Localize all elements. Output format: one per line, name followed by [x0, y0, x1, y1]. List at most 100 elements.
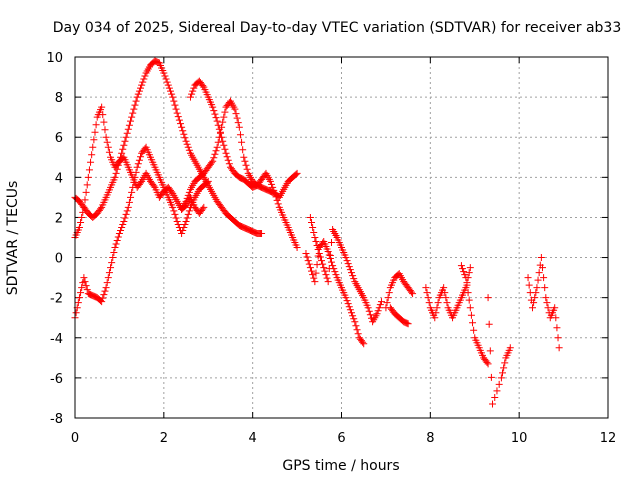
data-point — [89, 143, 97, 151]
data-point — [164, 81, 172, 89]
data-point — [213, 143, 221, 151]
data-point — [312, 269, 320, 277]
data-point — [268, 180, 276, 188]
data-point — [353, 326, 361, 334]
data-point — [184, 143, 192, 151]
data-point — [210, 154, 218, 162]
data-point — [346, 306, 354, 314]
x-tick-label: 2 — [160, 431, 168, 446]
data-point — [199, 205, 207, 213]
data-point — [209, 103, 217, 111]
y-tick-label: 0 — [55, 252, 63, 267]
axis-ticks: 0 2 4 6 8 10 12 -8 -6 -4 -2 0 2 4 6 8 10 — [46, 51, 616, 446]
data-point — [232, 110, 240, 118]
data-point — [129, 109, 137, 117]
grid-lines — [75, 57, 608, 418]
data-point — [200, 203, 208, 211]
data-point — [238, 138, 246, 146]
data-point — [180, 223, 188, 231]
data-point — [161, 72, 169, 80]
data-point — [173, 109, 181, 117]
x-tick-label: 4 — [249, 431, 257, 446]
data-point — [423, 289, 431, 297]
data-point — [346, 266, 354, 274]
data-point — [105, 148, 113, 156]
data-point — [459, 265, 467, 273]
data-point — [183, 214, 191, 222]
data-point — [199, 82, 207, 90]
data-point — [133, 163, 141, 171]
data-point — [258, 229, 266, 237]
data-point — [555, 344, 563, 352]
data-point — [216, 128, 224, 136]
data-point — [325, 251, 333, 259]
series-12 — [484, 294, 514, 408]
data-point — [540, 274, 548, 282]
data-point — [311, 278, 319, 286]
y-tick-label: -8 — [50, 412, 63, 427]
data-point — [165, 84, 173, 92]
data-point — [173, 217, 181, 225]
data-point — [214, 138, 222, 146]
series-8 — [382, 270, 417, 312]
data-point — [303, 253, 311, 261]
data-point — [314, 252, 322, 260]
data-point — [141, 72, 149, 80]
data-point — [103, 138, 111, 146]
data-point — [441, 289, 449, 297]
data-point — [128, 188, 136, 196]
data-point — [121, 214, 129, 222]
data-point — [132, 97, 140, 105]
data-point — [484, 294, 492, 302]
data-point — [108, 259, 116, 267]
data-point — [170, 207, 178, 215]
data-point — [465, 269, 473, 277]
data-point — [104, 143, 112, 151]
data-point — [99, 294, 107, 302]
data-point — [109, 254, 117, 262]
data-point — [84, 173, 92, 181]
data-point — [175, 116, 183, 124]
data-point — [322, 271, 330, 279]
data-point — [344, 300, 352, 308]
data-point — [219, 118, 227, 126]
data-point — [312, 238, 320, 246]
data-point — [528, 304, 536, 312]
data-point — [112, 240, 120, 248]
data-point — [99, 111, 107, 119]
data-point — [209, 157, 217, 165]
y-axis-label: SDTVAR / TECUs — [5, 181, 21, 296]
data-point — [385, 289, 393, 297]
data-point — [130, 178, 138, 186]
data-point — [324, 278, 332, 286]
data-point — [349, 312, 357, 320]
data-point — [497, 374, 505, 382]
data-point — [431, 314, 439, 322]
data-point — [309, 271, 317, 279]
data-point — [82, 188, 90, 196]
data-point — [138, 81, 146, 89]
data-point — [432, 309, 440, 317]
data-point — [139, 78, 147, 86]
data-point — [293, 169, 301, 177]
data-point — [110, 249, 118, 257]
data-point — [162, 75, 170, 83]
data-point — [119, 220, 127, 228]
data-point — [293, 244, 301, 252]
series-7 — [302, 238, 368, 348]
data-point — [310, 228, 318, 236]
data-point — [104, 274, 112, 282]
data-point — [92, 121, 100, 129]
data-point — [223, 153, 231, 161]
data-point — [359, 338, 367, 346]
data-point — [137, 179, 145, 187]
data-point — [91, 128, 99, 136]
data-point — [111, 244, 119, 252]
data-point — [360, 340, 368, 348]
data-point — [169, 203, 177, 211]
data-point — [114, 161, 122, 169]
data-point — [376, 301, 384, 309]
data-point — [231, 105, 239, 113]
data-point — [131, 173, 139, 181]
